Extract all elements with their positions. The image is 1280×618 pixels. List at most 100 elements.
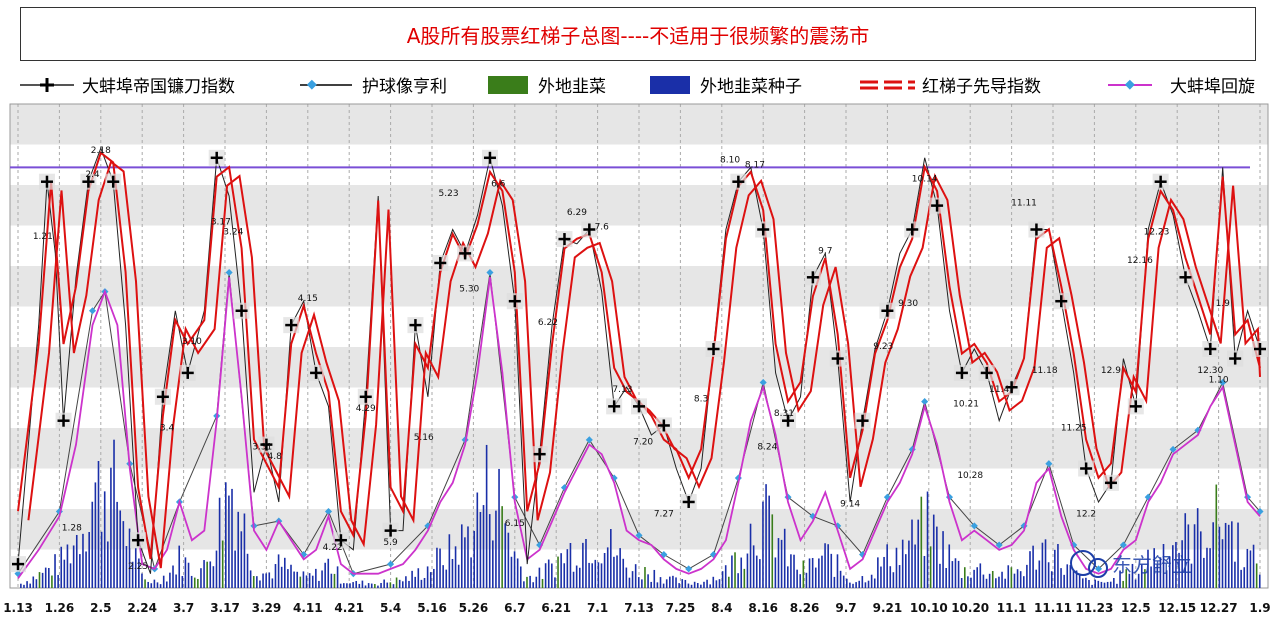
bar	[178, 545, 181, 588]
background-band	[10, 266, 1268, 307]
background-bands	[10, 104, 1268, 550]
bar	[231, 488, 233, 588]
bar	[929, 546, 932, 588]
data-label: 12.9	[1101, 366, 1121, 376]
chart-title: A股所有股票红梯子总图----不适用于很频繁的震荡市	[406, 23, 870, 48]
bar	[274, 564, 277, 588]
bar	[650, 581, 652, 588]
bar	[600, 563, 603, 588]
bar	[290, 564, 292, 588]
bar	[395, 577, 398, 588]
series-point	[921, 398, 929, 406]
bar	[731, 555, 733, 588]
background-band	[10, 104, 1268, 145]
bar	[330, 573, 333, 588]
bar	[311, 575, 314, 588]
bar	[262, 573, 264, 588]
bar	[212, 566, 215, 588]
series-point	[1020, 522, 1028, 530]
bar	[249, 570, 252, 588]
bar	[454, 546, 457, 588]
bar	[246, 553, 249, 588]
bar	[790, 554, 792, 588]
bar	[901, 539, 904, 588]
bar	[318, 580, 320, 588]
bar	[613, 556, 615, 588]
bar	[429, 572, 432, 588]
bar	[1013, 573, 1016, 588]
bar	[144, 579, 146, 588]
cross-marker-bg	[432, 254, 449, 271]
bar	[501, 506, 503, 588]
cross-marker-bg	[233, 302, 250, 319]
bar	[684, 579, 687, 588]
x-tick-label: 11.23	[1075, 601, 1113, 615]
bar	[1081, 578, 1084, 588]
chart-legend: 大蚌埠帝国镰刀指数 护球像亨利 外地韭菜 外地韭菜种子 红梯子先导指数 大蚌埠回旋	[20, 76, 1255, 97]
bar	[1147, 549, 1149, 588]
bar	[433, 568, 435, 588]
bar	[439, 548, 441, 588]
x-tick-label: 12.5	[1121, 601, 1151, 615]
bar	[116, 501, 118, 588]
bar	[1181, 540, 1183, 588]
bar	[361, 580, 364, 588]
bar	[1209, 548, 1211, 588]
bar	[63, 559, 66, 588]
x-tick-label: 3.7	[173, 601, 194, 615]
cross-marker-bg	[581, 221, 598, 238]
bar	[1125, 569, 1128, 588]
bar	[23, 584, 25, 588]
bar	[641, 579, 643, 588]
bar	[377, 585, 379, 588]
bar	[57, 574, 59, 588]
bar	[26, 581, 28, 588]
legend-item: 护球像亨利	[300, 77, 447, 97]
plot-frame	[9, 103, 1269, 589]
legend-label: 大蚌埠帝国镰刀指数	[82, 77, 235, 97]
bar	[389, 582, 392, 588]
bar	[594, 559, 597, 588]
series-point	[1256, 507, 1264, 516]
bar	[1212, 522, 1214, 588]
bar	[1001, 571, 1003, 588]
series-point	[486, 268, 494, 277]
bar	[346, 583, 348, 588]
bar	[976, 567, 979, 588]
bar	[721, 571, 724, 588]
x-tick-label: 8.16	[748, 601, 778, 615]
bar	[805, 572, 808, 588]
bar	[339, 583, 342, 588]
bar	[1016, 569, 1019, 588]
bar	[414, 576, 417, 588]
series-point	[511, 493, 519, 501]
bar	[476, 492, 479, 588]
bar	[175, 574, 177, 588]
bar	[656, 582, 659, 588]
data-label: 3.10	[182, 337, 202, 347]
x-tick-label: 8.26	[790, 601, 820, 615]
bar	[398, 579, 401, 588]
bar	[218, 497, 221, 588]
legend-item: 大蚌埠回旋	[1108, 77, 1255, 97]
data-label: 5.16	[414, 433, 434, 443]
bar	[700, 584, 702, 588]
cross-marker-bg	[1252, 341, 1268, 357]
bar	[547, 559, 550, 588]
bar	[510, 556, 513, 588]
bar	[265, 573, 267, 588]
bar	[342, 583, 345, 588]
cross-marker-bg	[1127, 398, 1144, 415]
bar	[1218, 526, 1221, 588]
data-label: 12.2	[1076, 509, 1096, 519]
bar	[293, 571, 295, 588]
series-point	[1119, 541, 1127, 549]
bar	[451, 558, 454, 588]
bar	[920, 496, 923, 588]
cross-marker-bg	[556, 231, 573, 248]
bar	[485, 444, 488, 588]
bar	[1116, 583, 1118, 588]
bar	[172, 565, 174, 588]
series-point	[1144, 493, 1152, 501]
bar	[355, 580, 358, 588]
